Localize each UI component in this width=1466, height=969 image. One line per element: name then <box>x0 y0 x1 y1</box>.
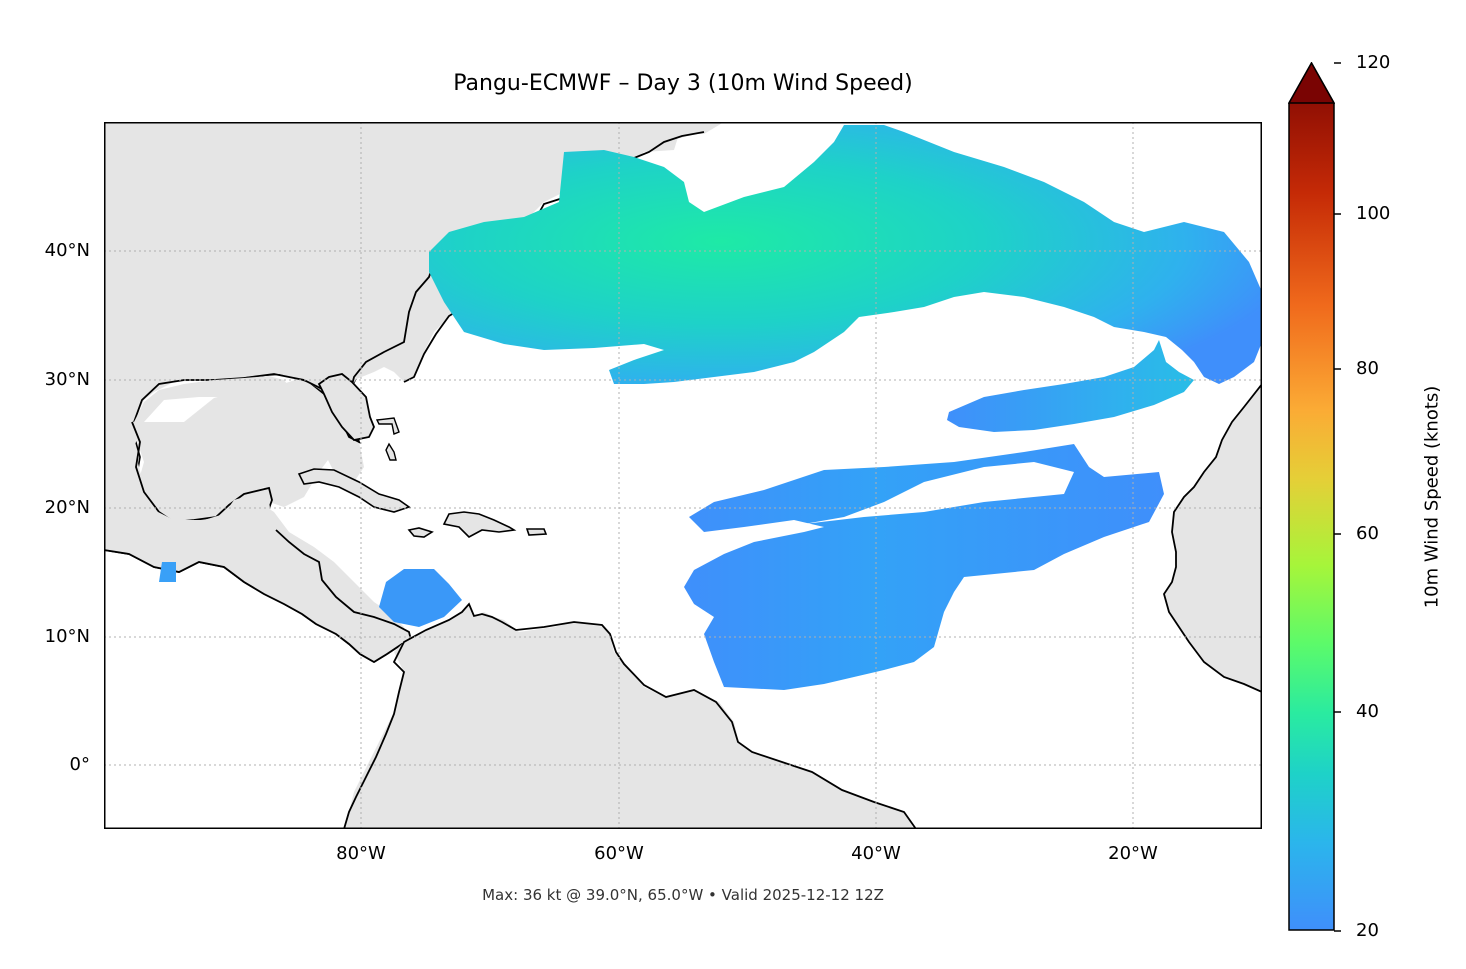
gridlines <box>104 122 1262 829</box>
land-bahamas <box>375 417 400 461</box>
colorbar-tick-120: 120 <box>1356 52 1391 73</box>
colorbar-tick-20: 20 <box>1356 920 1379 941</box>
colorbar-tick-40: 40 <box>1356 701 1379 722</box>
wind-trade-gap <box>804 462 1074 524</box>
chart-title: Pangu-ECMWF – Day 3 (10m Wind Speed) <box>453 71 913 96</box>
land-hispaniola <box>442 511 517 538</box>
land-puerto-rico <box>525 528 548 536</box>
land-central-america <box>104 550 754 829</box>
colorbar-ticks <box>1334 62 1341 932</box>
lon-tick-20w: 20°W <box>1108 843 1158 864</box>
lat-tick-40n: 40°N <box>44 240 90 261</box>
land-west-africa <box>1163 382 1262 693</box>
colorbar-tick-60: 60 <box>1356 523 1379 544</box>
land-cuba <box>297 468 411 513</box>
wind-jet-band <box>429 125 1262 384</box>
lon-tick-60w: 60°W <box>594 843 644 864</box>
lat-tick-10n: 10°N <box>44 626 90 647</box>
map-panel <box>104 122 1262 829</box>
lat-tick-30n: 30°N <box>44 369 90 390</box>
land-new-england <box>104 122 724 412</box>
footer-annotation: Max: 36 kt @ 39.0°N, 65.0°W • Valid 2025… <box>482 886 884 904</box>
map-border <box>104 122 1262 829</box>
lon-tick-40w: 40°W <box>851 843 901 864</box>
wind-subtropical-band <box>947 340 1194 432</box>
map-canvas <box>104 122 1262 829</box>
land-south-america <box>344 604 914 829</box>
land-jamaica <box>407 527 434 538</box>
colorbar-tick-80: 80 <box>1356 358 1379 379</box>
wind-caribbean-jet <box>379 569 462 627</box>
colorbar-tick-100: 100 <box>1356 203 1391 224</box>
land-florida <box>317 373 375 441</box>
wind-trade-region <box>684 444 1164 690</box>
colorbar <box>1288 62 1335 931</box>
lat-tick-0: 0° <box>69 754 90 775</box>
lat-tick-20n: 20°N <box>44 497 90 518</box>
lon-tick-80w: 80°W <box>336 843 386 864</box>
wind-tehuantepec <box>159 562 176 582</box>
colorbar-label: 10m Wind Speed (knots) <box>1421 385 1443 609</box>
